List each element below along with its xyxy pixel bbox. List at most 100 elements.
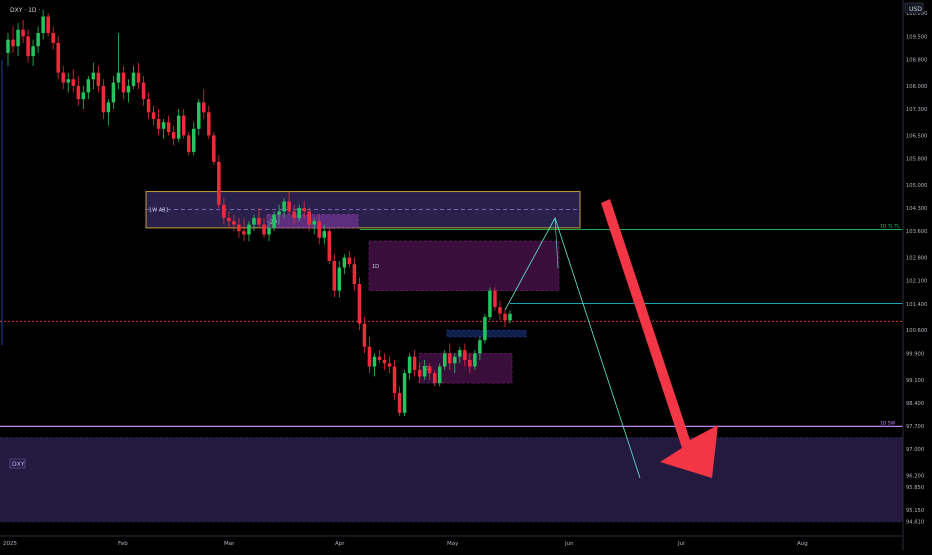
candle-body (26, 36, 30, 57)
candle-body (56, 42, 60, 73)
candle-body (141, 82, 146, 100)
currency-badge[interactable] (904, 2, 924, 14)
candle-body (422, 366, 427, 377)
price-tick-label: 98.400 (906, 401, 924, 407)
candle-body (121, 72, 126, 93)
candle-body (41, 16, 45, 34)
candle-body (493, 290, 497, 308)
level-label: 1D SW (880, 420, 896, 426)
candle-body (397, 392, 402, 413)
candle-body (498, 307, 502, 314)
candle-body (407, 356, 412, 374)
candle-body (282, 201, 286, 212)
zone-box (0, 437, 904, 523)
candle-body (106, 102, 111, 113)
candle-body (478, 340, 482, 354)
time-tick-label: May (447, 541, 459, 547)
candle-body (6, 39, 10, 53)
price-axis[interactable]: 110.200 109.500 108.800 108.000 107.300 106.5… (902, 0, 932, 550)
price-tick-label: 97.000 (906, 447, 924, 453)
time-tick-label: Apr (335, 541, 345, 547)
price-tick-label: 101.400 (906, 302, 927, 308)
candle-body (171, 132, 176, 139)
candle-body (176, 115, 181, 139)
time-tick-label: Aug (797, 541, 808, 547)
candle-body (332, 260, 337, 291)
candle-body (227, 217, 231, 222)
candle-body (96, 72, 101, 86)
candle-body (317, 221, 321, 238)
candle-body (61, 72, 65, 83)
candle-body (81, 92, 86, 100)
candle-body (292, 211, 296, 218)
price-tick-label: 110.200 (906, 11, 927, 17)
candle-body (207, 112, 211, 136)
zone-label: 1D (372, 264, 379, 270)
time-tick-label: Jul (677, 541, 685, 547)
candle-body (16, 29, 20, 47)
candle-body (272, 214, 276, 228)
candle-body (197, 102, 201, 129)
candle-body (267, 227, 271, 235)
projection-branch (554, 217, 559, 269)
candle-body (488, 290, 492, 318)
candle-body (427, 366, 432, 374)
price-tick-label: 99.100 (906, 378, 924, 384)
candle-body (232, 221, 236, 225)
candle-body (412, 356, 417, 370)
candle-body (458, 350, 462, 357)
level-label: 1D TL TL (880, 224, 900, 230)
candle-body (468, 359, 472, 367)
candle-body (36, 33, 40, 47)
candle-body (146, 99, 151, 113)
candle-body (71, 79, 76, 86)
price-tick-label: 102.800 (906, 256, 927, 262)
candle-body (31, 46, 35, 57)
candle-body (392, 366, 397, 393)
candle-body (417, 369, 422, 377)
candle-body (156, 118, 161, 129)
candle-body (181, 115, 186, 136)
candle-body (91, 72, 96, 80)
candle-body (222, 204, 226, 218)
candle-body (377, 356, 382, 360)
candle-body (262, 224, 266, 235)
price-tick-label: 106.500 (906, 133, 927, 139)
candle-body (242, 231, 246, 235)
candle-body (101, 85, 106, 113)
price-tick-label: 99.900 (906, 351, 924, 357)
candle-body (508, 313, 512, 321)
symbol-label: DXY · 1D · (10, 7, 40, 14)
candle-body (342, 257, 347, 268)
zone-label: 1W AB1 (149, 208, 169, 214)
candle-body (302, 208, 306, 212)
candle-body (312, 221, 316, 225)
candle-body (116, 72, 121, 83)
time-axis[interactable]: 2025 Feb Mar Apr May Jun Jul Aug (0, 535, 903, 547)
candle-body (191, 128, 196, 152)
candles-layer (6, 9, 512, 417)
candle-body (437, 366, 442, 384)
candle-body (327, 231, 332, 261)
candle-body (161, 122, 166, 129)
price-tick-label: 102.100 (906, 279, 927, 285)
zone-label-dxy: DXY (12, 461, 25, 468)
price-tick-label: 104.300 (906, 206, 927, 212)
candle-body (11, 39, 15, 47)
price-tick-label: 94.810 (906, 519, 924, 525)
candle-body (287, 201, 291, 212)
zone-box (368, 240, 560, 292)
candle-body (126, 85, 131, 93)
price-tick-label: 108.800 (906, 57, 927, 63)
candle-body (46, 16, 50, 34)
candle-body (66, 79, 70, 83)
time-tick-label: Mar (224, 541, 235, 547)
time-tick-label: 2025 (3, 541, 17, 547)
candle-body (483, 317, 487, 341)
candle-body (432, 373, 437, 384)
candle-body (257, 217, 261, 225)
candle-body (202, 102, 206, 113)
zones-layer: 1W AB12D1D1DDXY (0, 191, 904, 523)
